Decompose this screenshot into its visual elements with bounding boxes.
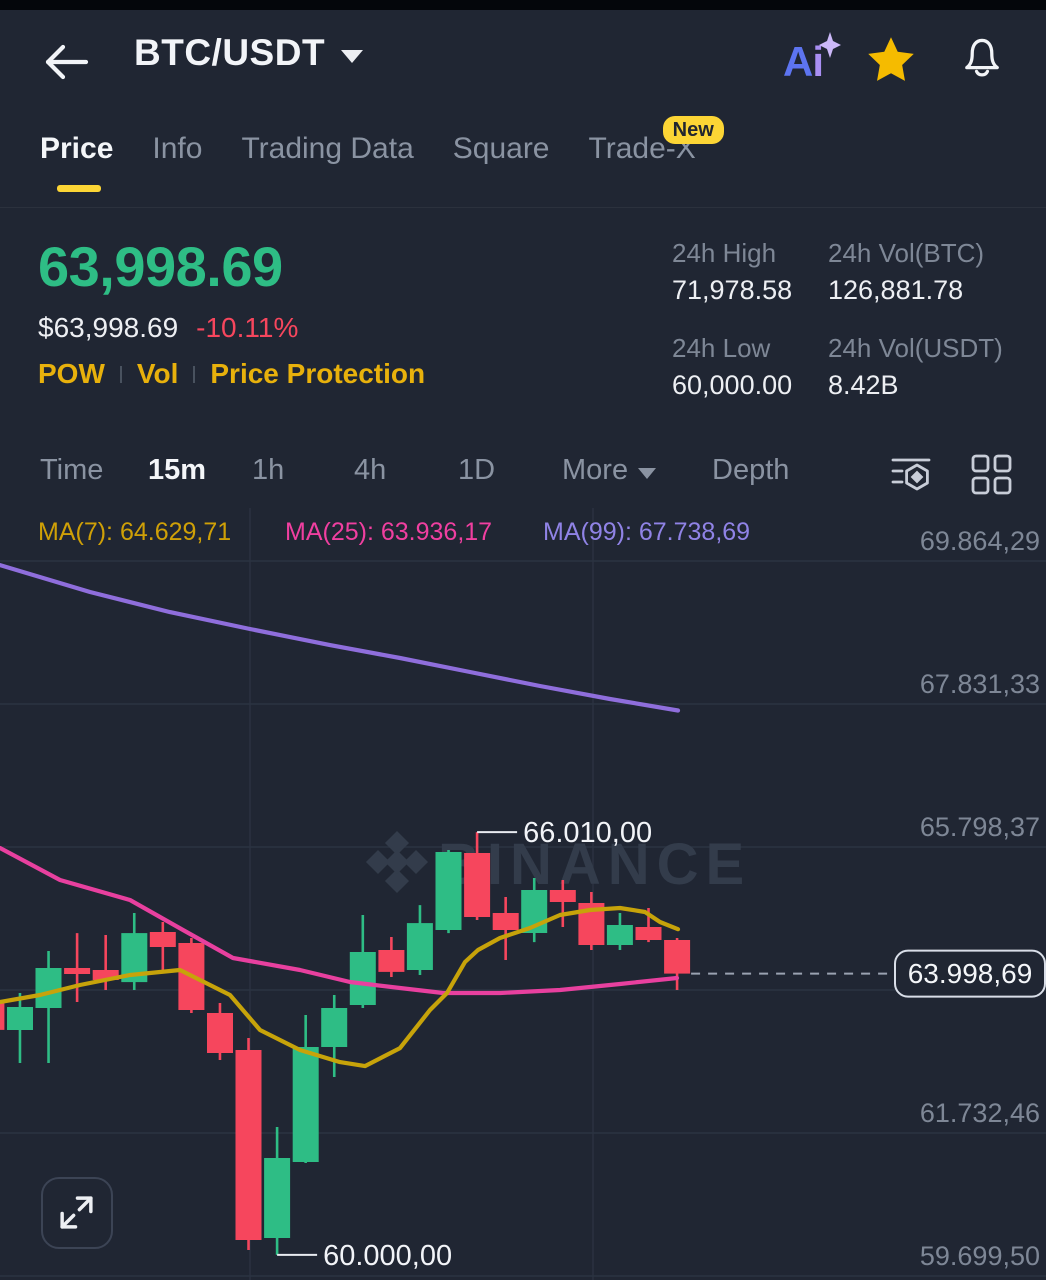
tabs-divider (0, 207, 1046, 208)
ma7-label: MA(7): 64.629,71 (38, 518, 232, 546)
svg-text:66.010,00: 66.010,00 (523, 817, 652, 849)
tag-pow[interactable]: POW (38, 358, 105, 389)
ma99-label: MA(99): 67.738,69 (543, 518, 751, 546)
stat-24h-vol-btc: 24h Vol(BTC) 126,881.78 (828, 238, 985, 305)
interval-4h[interactable]: 4h (354, 454, 387, 486)
candlestick-chart[interactable]: BINANCE66.010,0060.000,0069.864,2967.831… (0, 505, 1046, 1280)
change-percent: -10.11% (196, 312, 299, 343)
last-price: 63,998.69 (38, 235, 283, 298)
svg-text:61.732,46: 61.732,46 (920, 1098, 1040, 1128)
fiat-price: $63,998.69 (38, 312, 179, 343)
interval-1d[interactable]: 1D (458, 454, 496, 486)
tag-vol[interactable]: Vol (136, 358, 179, 389)
sparkle-icon (819, 32, 842, 58)
tag-price-protection[interactable]: Price Protection (210, 358, 426, 389)
tab-price[interactable]: Price (40, 132, 113, 192)
back-arrow-icon (45, 44, 89, 80)
chart-layout-button[interactable] (969, 452, 1013, 501)
back-button[interactable] (36, 36, 94, 88)
stats-grid: 24h High 71,978.58 24h Vol(BTC) 126,881.… (672, 238, 1014, 400)
interval-more[interactable]: More (562, 454, 657, 487)
expand-arrows-icon (60, 1196, 93, 1229)
tab-trading-data[interactable]: Trading Data (241, 132, 414, 165)
tab-bar: Price Info Trading Data Square Trade-X N… (40, 116, 724, 192)
svg-text:59.699,50: 59.699,50 (920, 1241, 1040, 1271)
tab-trade-x[interactable]: Trade-X New (589, 116, 724, 192)
ai-assistant-button[interactable]: Ai (783, 32, 842, 86)
interval-15m[interactable]: 15m (148, 454, 207, 486)
tab-info[interactable]: Info (152, 132, 203, 165)
stat-24h-vol-usdt: 24h Vol(USDT) 8.42B (828, 333, 1003, 400)
svg-text:63.998,69: 63.998,69 (908, 958, 1033, 989)
svg-text:65.798,37: 65.798,37 (920, 812, 1040, 842)
tag-separator (119, 365, 122, 383)
indicator-settings-button[interactable] (889, 452, 933, 501)
pair-title: BTC/USDT (134, 32, 326, 73)
status-bar (0, 0, 1046, 10)
ma25-label: MA(25): 63.936,17 (285, 518, 493, 546)
chevron-down-icon (638, 468, 657, 479)
favorite-star-button[interactable] (865, 34, 917, 91)
bell-icon (965, 38, 999, 77)
fullscreen-expand-button[interactable] (41, 1177, 113, 1249)
tags-row: POW Vol Price Protection (38, 358, 425, 390)
indicator-settings-icon (891, 458, 931, 491)
grid-layout-icon (971, 454, 1012, 495)
interval-time[interactable]: Time (40, 454, 104, 486)
svg-text:67.831,33: 67.831,33 (920, 669, 1040, 699)
star-icon (868, 37, 914, 81)
stat-24h-high: 24h High 71,978.58 (672, 238, 793, 305)
header: BTC/USDT Ai (0, 10, 1046, 115)
svg-text:69.864,29: 69.864,29 (920, 526, 1040, 556)
alerts-bell-button[interactable] (957, 34, 1007, 91)
interval-1h[interactable]: 1h (252, 454, 285, 486)
interval-toolbar: Time 15m 1h 4h 1D More Depth (0, 452, 1046, 496)
tag-separator (193, 365, 196, 383)
tab-square[interactable]: Square (452, 132, 550, 165)
stat-24h-low: 24h Low 60,000.00 (672, 333, 793, 400)
chevron-down-icon (341, 49, 364, 63)
svg-text:60.000,00: 60.000,00 (323, 1240, 452, 1272)
active-tab-underline (57, 185, 101, 192)
pair-selector[interactable]: BTC/USDT (134, 32, 364, 74)
price-subrow: $63,998.69 -10.11% (38, 312, 298, 344)
new-badge: New (662, 116, 724, 144)
view-depth[interactable]: Depth (712, 454, 790, 486)
